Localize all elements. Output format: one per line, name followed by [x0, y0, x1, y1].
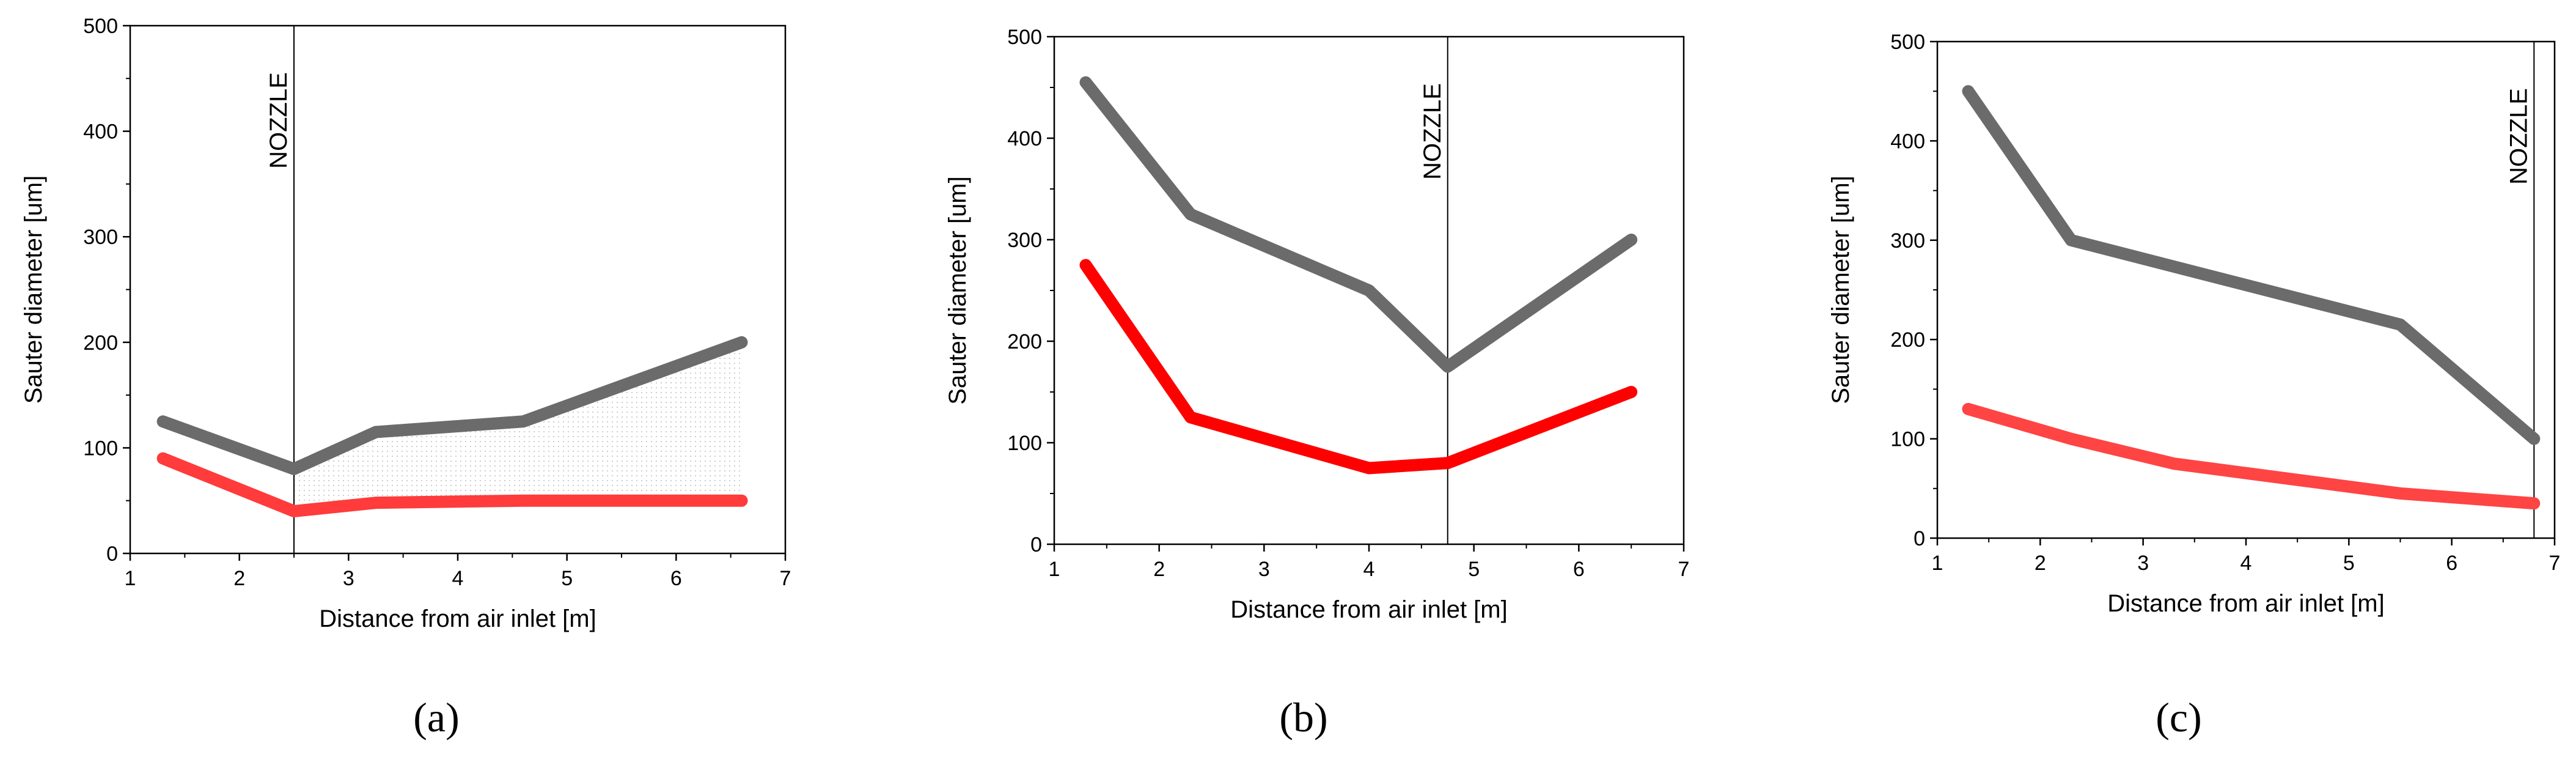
y-tick-label: 400 — [1007, 127, 1042, 150]
y-tick-label: 500 — [83, 15, 118, 38]
y-tick-label: 0 — [1914, 527, 1925, 550]
chart-a: 1 2 3 4 5 6 7 0 100 200 300 400 500 Distance from air… — [20, 15, 791, 632]
y-tick-label: 100 — [83, 437, 118, 460]
series-line-lower — [1079, 259, 1638, 475]
nozzle-label: NOZZLE — [1419, 83, 1446, 180]
x-tick-label: 2 — [2035, 552, 2046, 575]
x-tick-label: 5 — [1468, 558, 1480, 581]
x-tick-label: 1 — [1932, 552, 1943, 575]
x-tick-label: 3 — [1258, 558, 1270, 581]
panel-label-a: (a) — [413, 694, 459, 741]
series-line-lower — [156, 452, 748, 517]
y-tick-label: 500 — [1890, 31, 1925, 54]
series-line-upper — [156, 336, 748, 475]
y-axis-label: Sauter diameter [um] — [944, 176, 971, 405]
x-tick-label: 1 — [125, 567, 136, 590]
x-tick-label: 7 — [2549, 552, 2561, 575]
y-tick-label: 200 — [83, 331, 118, 355]
x-tick-label: 3 — [343, 567, 354, 590]
nozzle-label: NOZZLE — [265, 72, 292, 169]
x-tick-label: 6 — [2446, 552, 2457, 575]
y-tick-label: 300 — [83, 226, 118, 249]
y-tick-label: 0 — [1030, 533, 1042, 556]
y-tick-label: 500 — [1007, 26, 1042, 49]
chart-b: 1 2 3 4 5 6 7 0 100 200 300 400 500 Distance from air… — [944, 26, 1689, 623]
y-tick-label: 100 — [1890, 428, 1925, 451]
x-tick-label: 4 — [2240, 552, 2252, 575]
x-tick-label: 6 — [670, 567, 682, 590]
x-tick-label: 4 — [1363, 558, 1375, 581]
y-tick-label: 400 — [83, 120, 118, 144]
x-tick-label: 7 — [780, 567, 791, 590]
series-line-upper — [1079, 76, 1638, 373]
x-tick-label: 2 — [233, 567, 245, 590]
x-tick-label: 4 — [452, 567, 464, 590]
y-tick-label: 100 — [1007, 432, 1042, 455]
x-axis-label: Distance from air inlet [m] — [319, 605, 596, 632]
x-tick-label: 3 — [2137, 552, 2149, 575]
panel-label-b: (b) — [1279, 694, 1327, 741]
x-axis-label: Distance from air inlet [m] — [2107, 590, 2384, 617]
y-tick-label: 0 — [106, 542, 118, 566]
x-tick-label: 6 — [1573, 558, 1585, 581]
panel-label-c: (c) — [2156, 694, 2201, 741]
y-tick-label: 400 — [1890, 130, 1925, 153]
series-line-upper — [1962, 85, 2541, 445]
series-line-lower — [1962, 402, 2541, 510]
y-tick-label: 300 — [1007, 229, 1042, 252]
nozzle-label: NOZZLE — [2505, 88, 2532, 185]
x-tick-label: 1 — [1049, 558, 1060, 581]
y-tick-label: 200 — [1007, 330, 1042, 353]
x-tick-label: 2 — [1153, 558, 1165, 581]
x-tick-label: 5 — [561, 567, 573, 590]
chart-c: 1 2 3 4 5 6 7 0 100 200 300 400 500 Distance from air… — [1827, 31, 2560, 617]
y-axis-label: Sauter diameter [um] — [20, 176, 47, 404]
y-tick-label: 200 — [1890, 328, 1925, 352]
y-tick-label: 300 — [1890, 229, 1925, 253]
x-axis-label: Distance from air inlet [m] — [1230, 596, 1507, 623]
x-tick-label: 7 — [1678, 558, 1690, 581]
y-axis-label: Sauter diameter [um] — [1827, 176, 1854, 404]
x-tick-label: 5 — [2343, 552, 2355, 575]
